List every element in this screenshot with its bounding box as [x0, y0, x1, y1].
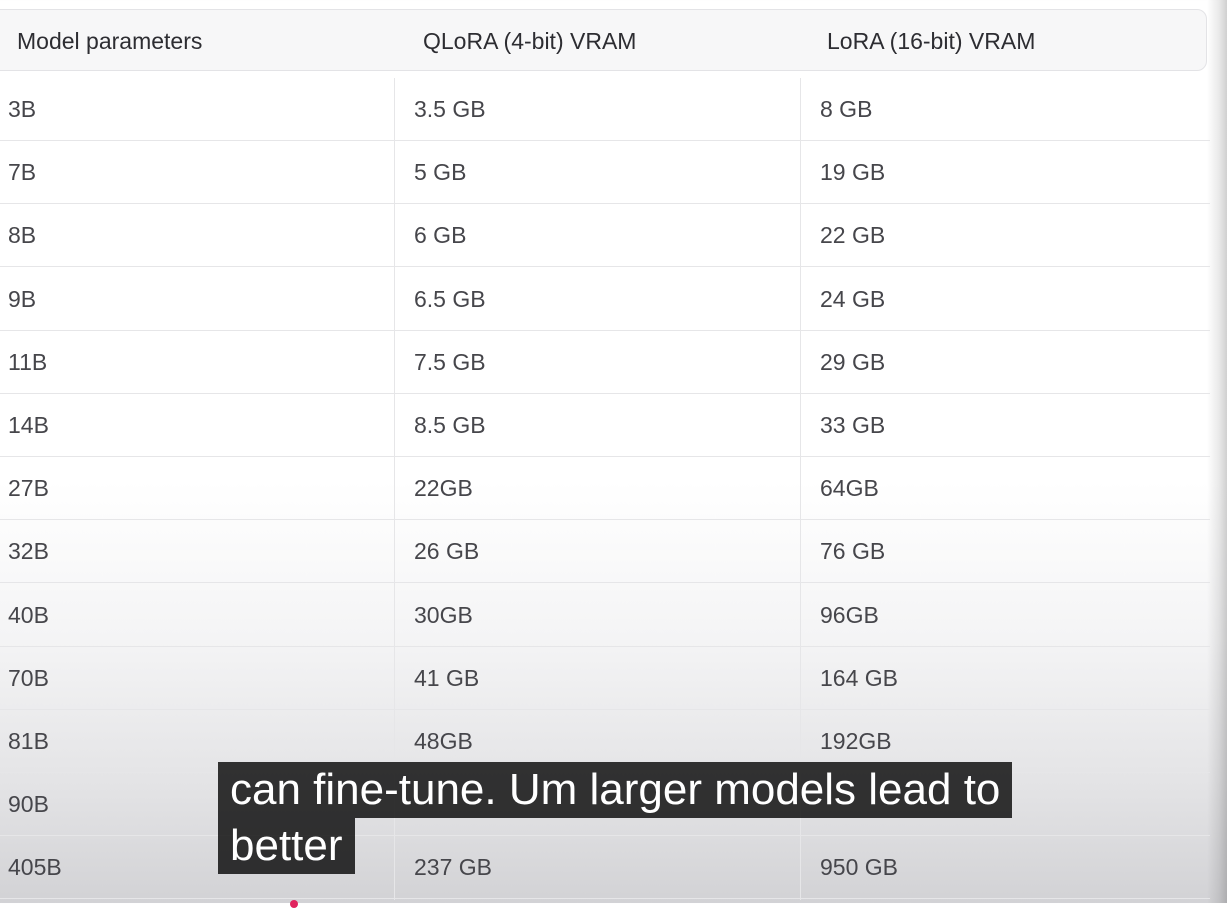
- cell-qlora-vram: 237 GB: [414, 854, 492, 881]
- table-header: Model parameters QLoRA (4-bit) VRAM LoRA…: [0, 9, 1207, 71]
- cell-model-parameters: 3B: [8, 96, 37, 122]
- table-row: 27B 22GB 64GB: [0, 457, 1210, 521]
- cell-model-parameters: 14B: [8, 412, 49, 438]
- header-model-parameters: Model parameters: [17, 28, 203, 54]
- cell-qlora-vram: 26 GB: [414, 538, 480, 565]
- cell-qlora-vram: 6 GB: [414, 222, 467, 249]
- table-row: 70B 41 GB 164 GB: [0, 647, 1210, 710]
- cell-model-parameters: 11B: [8, 348, 48, 375]
- cell-lora-vram: 76 GB: [820, 538, 886, 565]
- header-lora-vram: LoRA (16-bit) VRAM: [827, 28, 1036, 54]
- cell-qlora-vram: 22GB: [414, 475, 473, 502]
- header-qlora-vram: QLoRA (4-bit) VRAM: [423, 28, 637, 54]
- cell-qlora-vram: 5 GB: [414, 159, 467, 186]
- cell-lora-vram: 29 GB: [820, 348, 886, 375]
- cell-model-parameters: 70B: [8, 664, 49, 691]
- cell-qlora-vram: 41 GB: [414, 664, 480, 691]
- caption-line: can fine-tune. Um larger models lead to: [218, 762, 1013, 818]
- cell-model-parameters: 8B: [8, 222, 37, 249]
- progress-dot: [290, 900, 298, 908]
- column-divider: [394, 78, 395, 900]
- column-divider: [800, 78, 801, 900]
- table-row: 3B 3.5 GB 8 GB: [0, 78, 1210, 141]
- caption-line: better: [218, 818, 355, 874]
- cell-model-parameters: 81B: [8, 728, 49, 754]
- cell-qlora-vram: 7.5 GB: [414, 348, 486, 375]
- cell-qlora-vram: 8.5 GB: [414, 412, 486, 438]
- cell-lora-vram: 24 GB: [820, 285, 886, 312]
- cell-lora-vram: 22 GB: [820, 222, 886, 249]
- cell-qlora-vram: 3.5 GB: [414, 96, 486, 122]
- cell-lora-vram: 192GB: [820, 728, 892, 754]
- window-edge-shadow: [1207, 0, 1227, 903]
- cell-qlora-vram: 6.5 GB: [414, 285, 486, 312]
- cell-model-parameters: 7B: [8, 159, 37, 186]
- cell-model-parameters: 9B: [8, 285, 37, 312]
- cell-model-parameters: 32B: [8, 538, 49, 565]
- table-row: 90B: [0, 773, 1210, 837]
- cell-model-parameters: 27B: [8, 475, 49, 502]
- cell-model-parameters: 405B: [8, 854, 62, 881]
- table-row: 32B 26 GB 76 GB: [0, 520, 1210, 584]
- cell-model-parameters: 40B: [8, 601, 49, 628]
- cell-lora-vram: 96GB: [820, 601, 879, 628]
- table-row: 14B 8.5 GB 33 GB: [0, 394, 1210, 457]
- cell-qlora-vram: 48GB: [414, 728, 473, 754]
- cell-lora-vram: 33 GB: [820, 412, 886, 438]
- cell-lora-vram: 19 GB: [820, 159, 886, 186]
- cell-lora-vram: 64GB: [820, 475, 879, 502]
- cell-model-parameters: 90B: [8, 791, 49, 818]
- cell-lora-vram: 950 GB: [820, 854, 898, 881]
- cell-lora-vram: 164 GB: [820, 664, 898, 691]
- table-row: 9B 6.5 GB 24 GB: [0, 268, 1210, 331]
- table-row: 405B 237 GB 950 GB: [0, 836, 1210, 900]
- cell-qlora-vram: 30GB: [414, 601, 473, 628]
- table-row: 11B 7.5 GB 29 GB: [0, 331, 1210, 394]
- table-row: 8B 6 GB 22 GB: [0, 204, 1210, 268]
- table-row: 7B 5 GB 19 GB: [0, 141, 1210, 205]
- video-caption: can fine-tune. Um larger models lead to …: [218, 762, 1078, 874]
- cell-lora-vram: 8 GB: [820, 96, 873, 122]
- table-row: 40B 30GB 96GB: [0, 584, 1210, 647]
